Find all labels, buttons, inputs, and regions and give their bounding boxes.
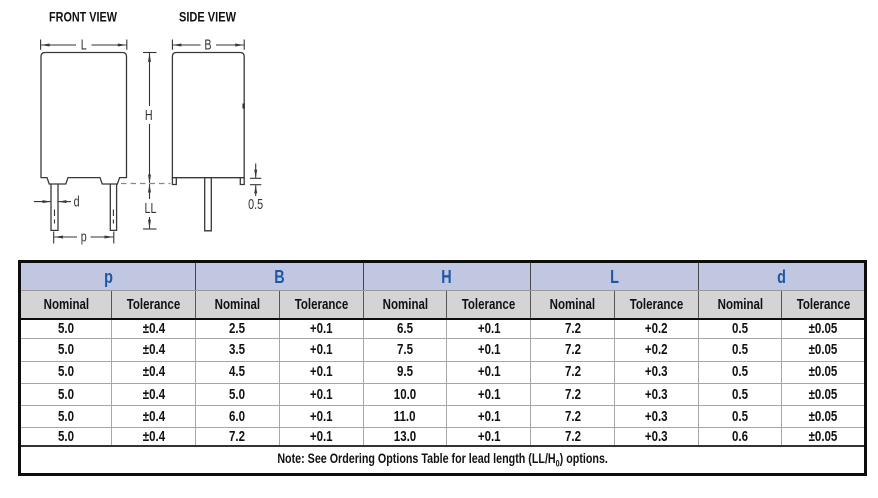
svg-text:H: H	[145, 106, 153, 123]
svg-text:LL: LL	[145, 199, 157, 216]
svg-text:L: L	[81, 36, 87, 53]
svg-text:SIDE VIEW: SIDE VIEW	[179, 9, 237, 25]
svg-text:0.5: 0.5	[248, 195, 263, 212]
svg-text:p: p	[81, 228, 87, 245]
svg-text:FRONT VIEW: FRONT VIEW	[49, 9, 118, 25]
svg-text:B: B	[204, 36, 211, 53]
svg-text:d: d	[74, 193, 80, 210]
